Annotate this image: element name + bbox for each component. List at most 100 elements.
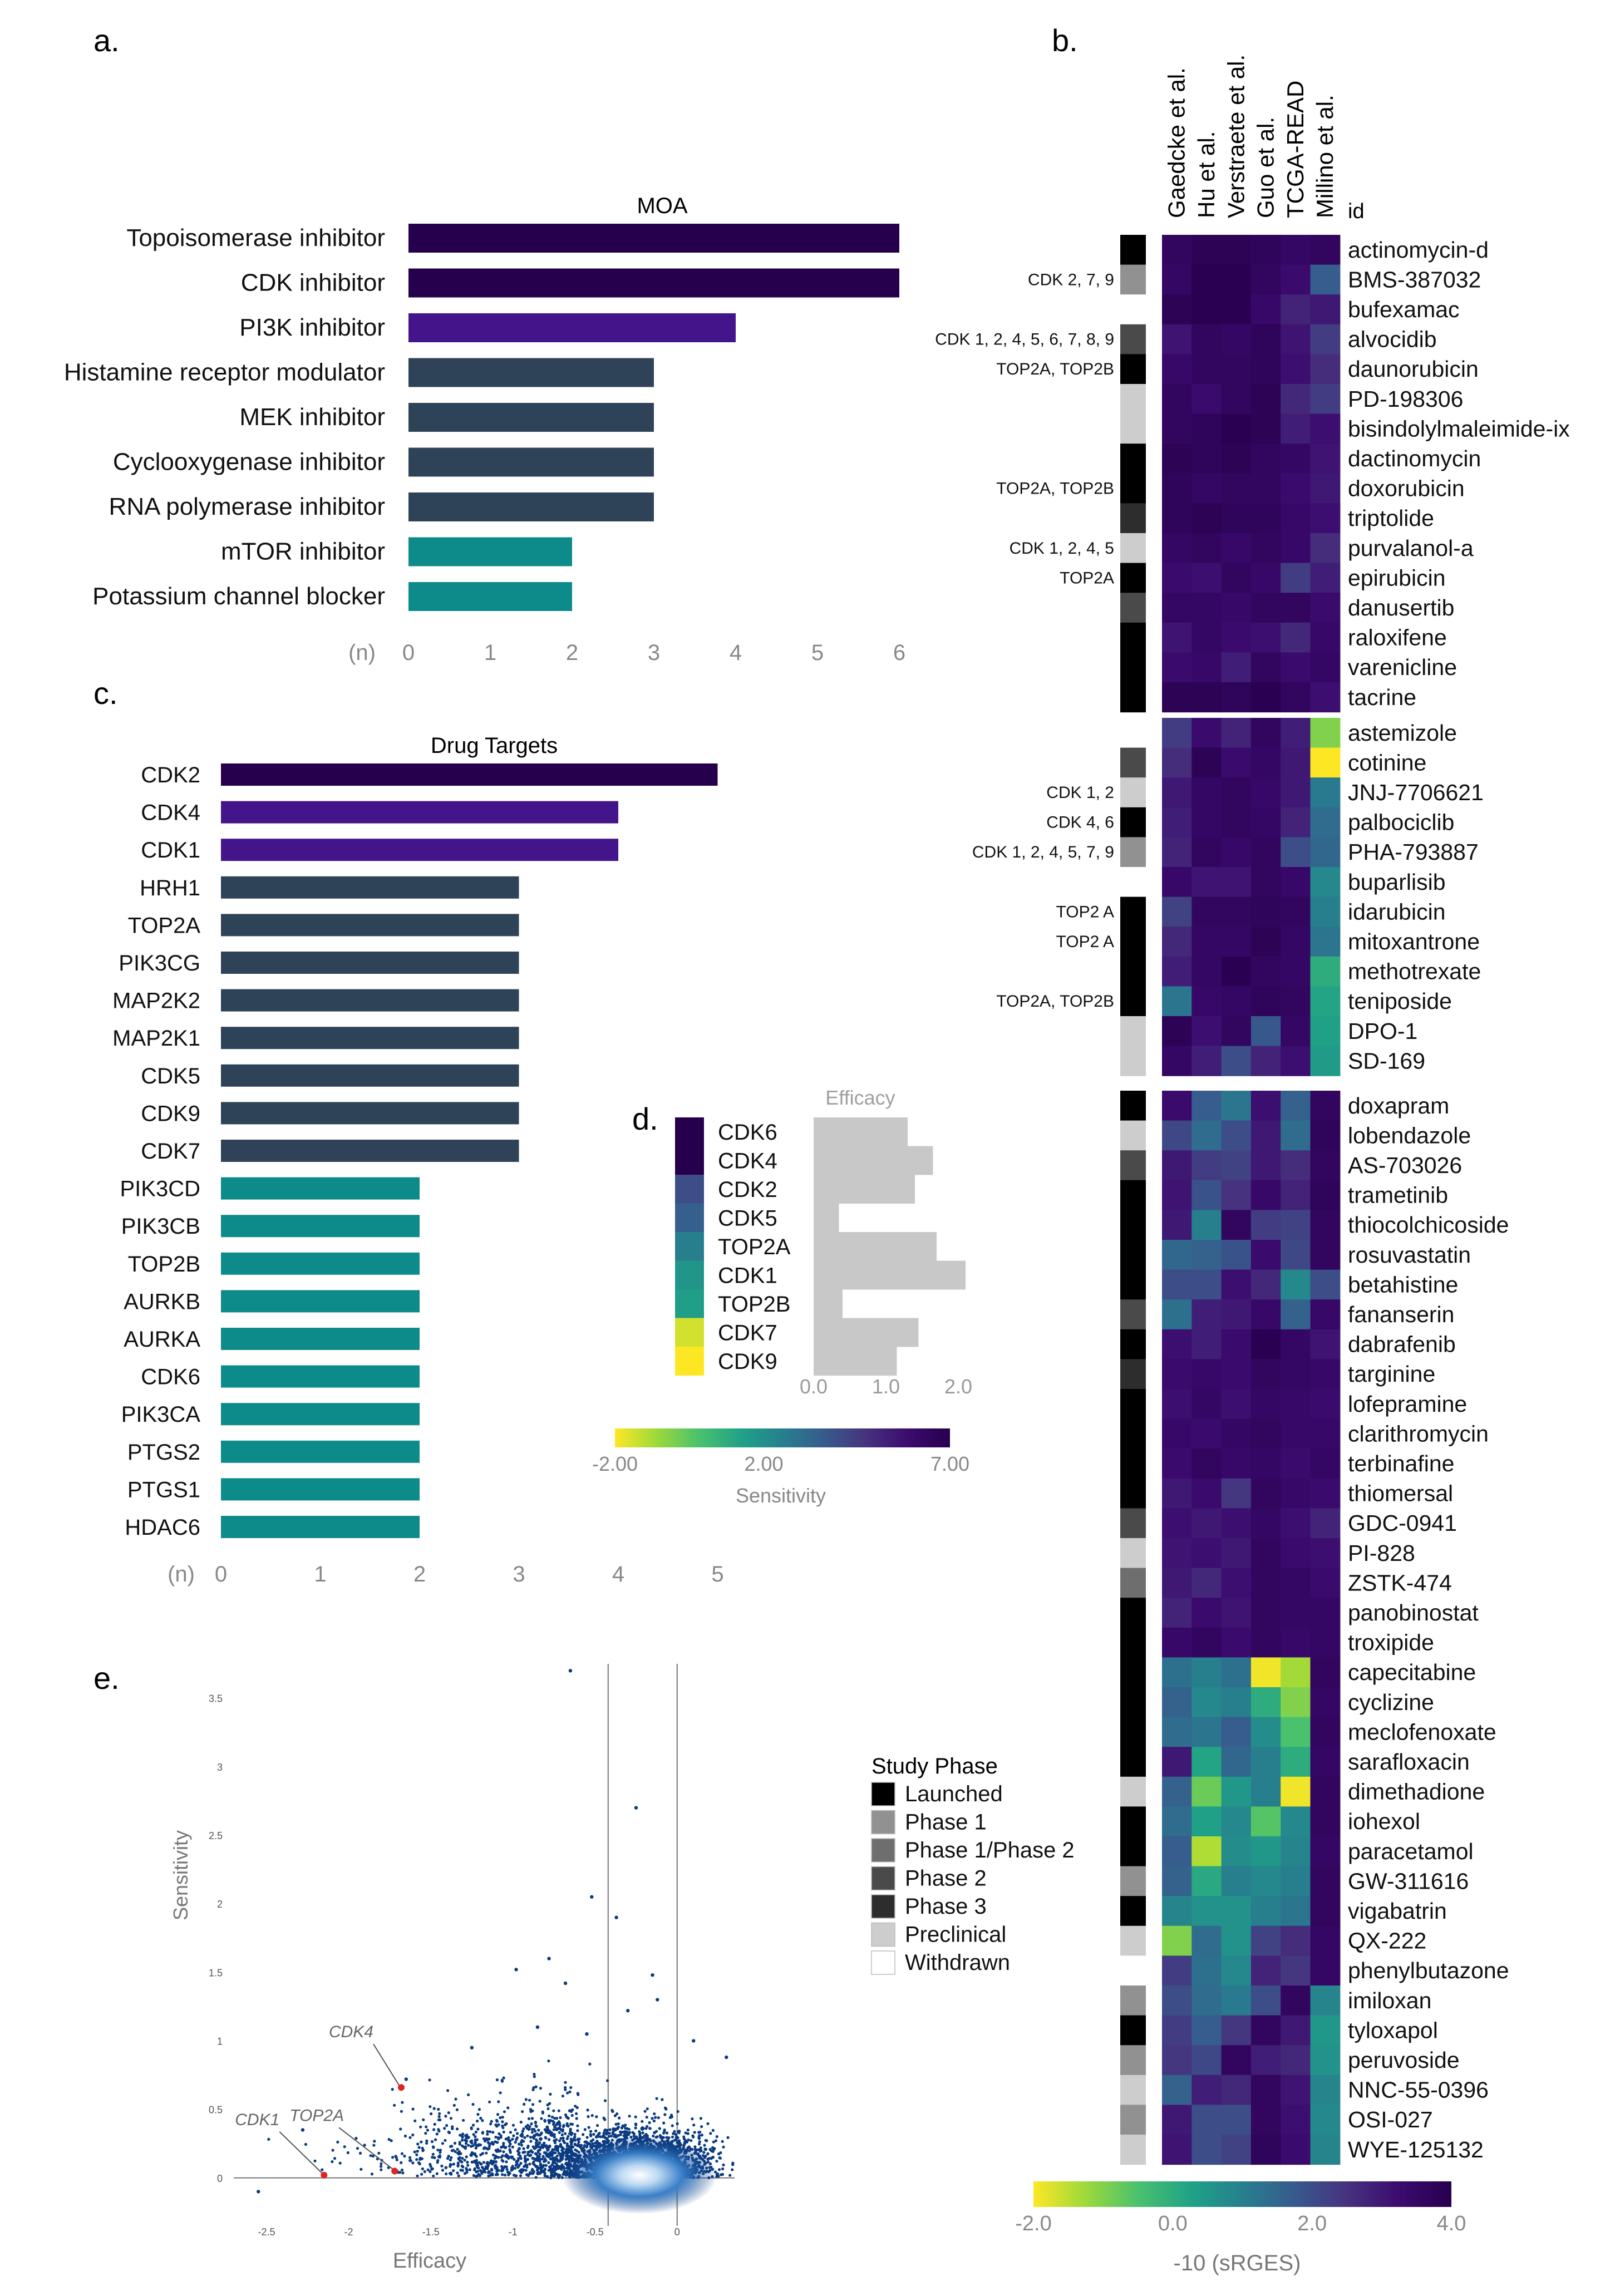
scatter-point <box>608 2132 611 2135</box>
moa-bar <box>408 492 654 521</box>
heatmap-cell <box>1250 682 1281 713</box>
heatmap-cell <box>1221 1955 1252 1986</box>
scatter-point <box>663 2129 666 2132</box>
scatter-point <box>446 2157 450 2160</box>
heatmap-cell <box>1221 533 1252 564</box>
scatter-point <box>662 2131 666 2135</box>
scatter-point <box>731 2168 734 2171</box>
scatter-y-tick: 3.5 <box>209 1693 223 1704</box>
heatmap-cell <box>1191 1568 1222 1598</box>
scatter-point <box>479 2116 482 2120</box>
scatter-point <box>530 2122 533 2126</box>
scatter-point <box>503 2165 506 2169</box>
scatter-point <box>507 2136 510 2140</box>
scatter-point <box>510 2166 514 2170</box>
heatmap-cell <box>1162 1776 1192 1807</box>
scatter-point <box>424 2132 427 2135</box>
sensitivity-swatch <box>675 1318 704 1347</box>
drug-target-label: PIK3CD <box>120 1177 201 1201</box>
scatter-point <box>553 2141 557 2145</box>
heatmap-cell <box>1281 1806 1311 1837</box>
scatter-point <box>432 2128 436 2131</box>
heatmap-cell <box>1162 1806 1192 1837</box>
phase-cell <box>1120 413 1146 444</box>
heatmap-cell <box>1221 777 1252 808</box>
scatter-point <box>558 2131 561 2134</box>
scatter-point <box>491 2161 495 2165</box>
scatter-point <box>536 2172 540 2176</box>
scatter-point <box>371 2155 375 2158</box>
drug-target-bar <box>221 1478 420 1501</box>
phase-cell <box>1120 837 1146 868</box>
heatmap-cell <box>1250 1806 1281 1837</box>
heatmap-cell <box>1221 1985 1252 2016</box>
efficacy-bar <box>814 1260 966 1290</box>
drug-targets-tick-label: 1 <box>314 1562 326 1586</box>
heatmap-cell <box>1281 2135 1311 2165</box>
heatmap-cell <box>1281 1955 1311 1986</box>
heatmap-cell <box>1191 1448 1222 1479</box>
scatter-point <box>589 2130 593 2133</box>
scatter-point <box>543 2142 546 2145</box>
phase-cell <box>1120 1896 1146 1927</box>
heatmap-cell <box>1281 1359 1311 1390</box>
drug-targets-tick-label: 2 <box>413 1562 426 1586</box>
heatmap-cell <box>1221 1568 1252 1598</box>
sensitivity-tick-label: -2.00 <box>592 1452 638 1475</box>
scatter-point <box>391 2156 395 2159</box>
heatmap-cell <box>1310 1269 1341 1300</box>
scatter-point <box>697 2142 701 2146</box>
heatmap-cell <box>1281 1985 1311 2016</box>
phase-cell <box>1120 1657 1146 1688</box>
heatmap-cell <box>1281 1717 1311 1747</box>
scatter-point <box>471 2103 475 2106</box>
heatmap-cell <box>1162 1299 1192 1330</box>
scatter-point <box>509 2139 512 2142</box>
scatter-point <box>468 2168 471 2171</box>
heatmap-row-label: dimethadione <box>1348 1779 1485 1805</box>
scatter-point <box>547 2161 550 2164</box>
scatter-point <box>703 2144 706 2147</box>
scatter-outlier-point <box>590 1895 594 1899</box>
scatter-point <box>477 2143 480 2146</box>
heatmap-row-label: capecitabine <box>1348 1659 1476 1685</box>
scatter-point <box>504 2123 507 2126</box>
scatter-point <box>395 2158 398 2161</box>
heatmap-row-label: imiloxan <box>1348 1988 1431 2013</box>
scatter-outlier-point <box>656 1998 659 2002</box>
scatter-point <box>529 2149 533 2152</box>
scatter-point <box>521 2130 524 2133</box>
scatter-point <box>574 2148 577 2151</box>
heatmap-cell <box>1281 1269 1311 1300</box>
scatter-point <box>426 2168 430 2171</box>
scatter-point <box>658 2127 661 2130</box>
scatter-point <box>534 2085 538 2088</box>
scatter-point <box>552 2161 555 2165</box>
scatter-point <box>464 2142 468 2145</box>
scatter-point <box>418 2157 422 2161</box>
scatter-point <box>401 2171 405 2175</box>
scatter-point <box>500 2167 504 2171</box>
scatter-point <box>488 2147 491 2150</box>
scatter-point <box>569 2133 573 2136</box>
heatmap-cell <box>1221 1299 1252 1330</box>
scatter-point <box>560 2163 564 2166</box>
scatter-point <box>618 2116 621 2120</box>
scatter-point <box>488 2171 491 2174</box>
scatter-point <box>692 2123 696 2127</box>
heatmap-cell <box>1250 235 1281 265</box>
scatter-point <box>471 2144 475 2147</box>
heatmap-cell <box>1281 2015 1311 2046</box>
scatter-outlier-point <box>614 1915 618 1919</box>
scatter-point <box>499 2116 502 2120</box>
scatter-point <box>434 2138 437 2141</box>
scatter-point <box>665 2136 668 2139</box>
heatmap-row-label: lobendazole <box>1348 1122 1471 1148</box>
heatmap-cell <box>1191 777 1222 808</box>
heatmap-cell <box>1191 2015 1222 2046</box>
efficacy-tick-label: 2.0 <box>944 1375 972 1398</box>
scatter-point <box>508 2145 511 2148</box>
heatmap-cell <box>1310 1955 1341 1986</box>
scatter-point <box>550 2134 554 2137</box>
heatmap-cell <box>1250 533 1281 564</box>
